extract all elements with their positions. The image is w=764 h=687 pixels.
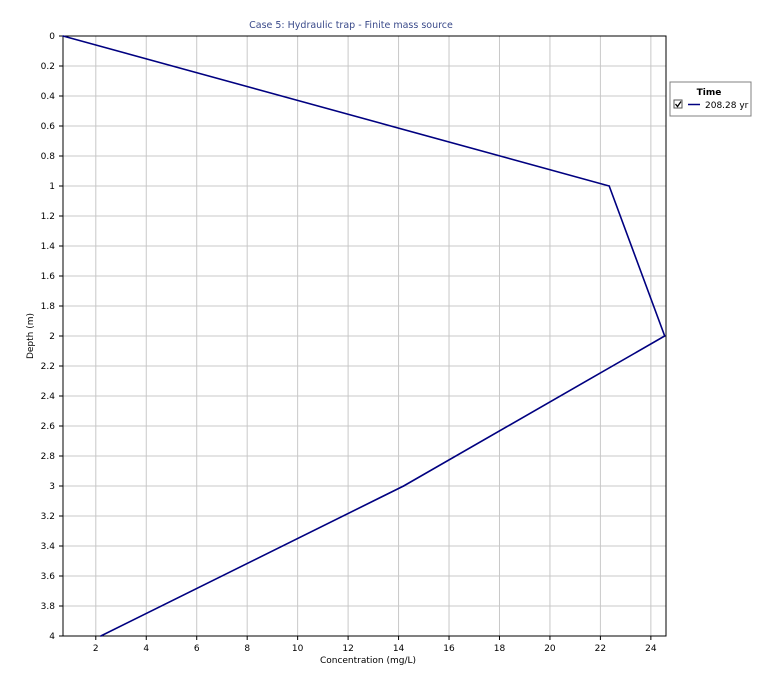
x-tick-label: 2: [93, 644, 99, 654]
y-tick-label: 0: [49, 32, 55, 42]
y-tick-label: 3: [49, 482, 55, 492]
x-tick-label: 22: [595, 644, 606, 654]
y-tick-label: 0.2: [41, 62, 55, 72]
grid: [63, 35, 666, 637]
legend-title: Time: [697, 88, 722, 98]
x-tick-label: 24: [645, 644, 657, 654]
y-tick-label: 1.4: [41, 242, 56, 252]
y-tick-label: 1.8: [41, 302, 56, 312]
y-tick-label: 0.8: [41, 152, 56, 162]
y-tick-label: 2.4: [41, 392, 56, 402]
series-layer: [62, 35, 666, 637]
x-tick-label: 8: [244, 644, 250, 654]
x-tick-label: 20: [544, 644, 556, 654]
x-tick-label: 12: [342, 644, 353, 654]
data-point: [100, 635, 102, 637]
y-tick-label: 2.2: [41, 362, 55, 372]
y-tick-label: 0.6: [41, 122, 56, 132]
y-tick-label: 1.6: [41, 272, 56, 282]
y-tick-label: 3.4: [41, 542, 56, 552]
x-tick-label: 18: [494, 644, 506, 654]
x-tick-label: 16: [443, 644, 455, 654]
y-axis-title: Depth (m): [26, 313, 36, 359]
y-tick-label: 4: [49, 632, 55, 642]
legend-label: 208.28 yr: [705, 101, 749, 111]
data-point: [402, 485, 405, 487]
y-tick-label: 1: [49, 182, 55, 192]
data-point: [663, 335, 666, 337]
y-tick-label: 3.2: [41, 512, 55, 522]
legend-item-checkbox[interactable]: [673, 99, 683, 109]
y-tick-label: 3.8: [41, 602, 56, 612]
y-tick-label: 2.6: [41, 422, 56, 432]
x-axis-title: Concentration (mg/L): [320, 656, 416, 666]
checkmark-icon: [674, 101, 682, 108]
x-tick-label: 6: [194, 644, 200, 654]
x-tick-label: 4: [143, 644, 149, 654]
x-axis: 2 4 6 8 10 12 14 16 18 20 22 24: [93, 636, 657, 654]
legend-box: [669, 81, 752, 117]
data-point: [608, 185, 610, 187]
y-tick-label: 3.6: [41, 572, 56, 582]
y-tick-label: 1.2: [41, 212, 55, 222]
y-tick-label: 2.8: [41, 452, 56, 462]
y-tick-label: 0.4: [41, 92, 56, 102]
x-tick-label: 14: [393, 644, 405, 654]
x-tick-label: 10: [292, 644, 304, 654]
y-tick-label: 2: [49, 332, 55, 342]
chart-title: Case 5: Hydraulic trap - Finite mass sou…: [249, 20, 453, 31]
y-axis: 0 0.2 0.4 0.6 0.8 1 1.2 1.4 1.6 1.8 2 2.2 2.4 2.6 2.8 3…: [41, 32, 63, 642]
data-point: [62, 35, 64, 37]
legend: Time 208.28 yr: [669, 81, 752, 117]
